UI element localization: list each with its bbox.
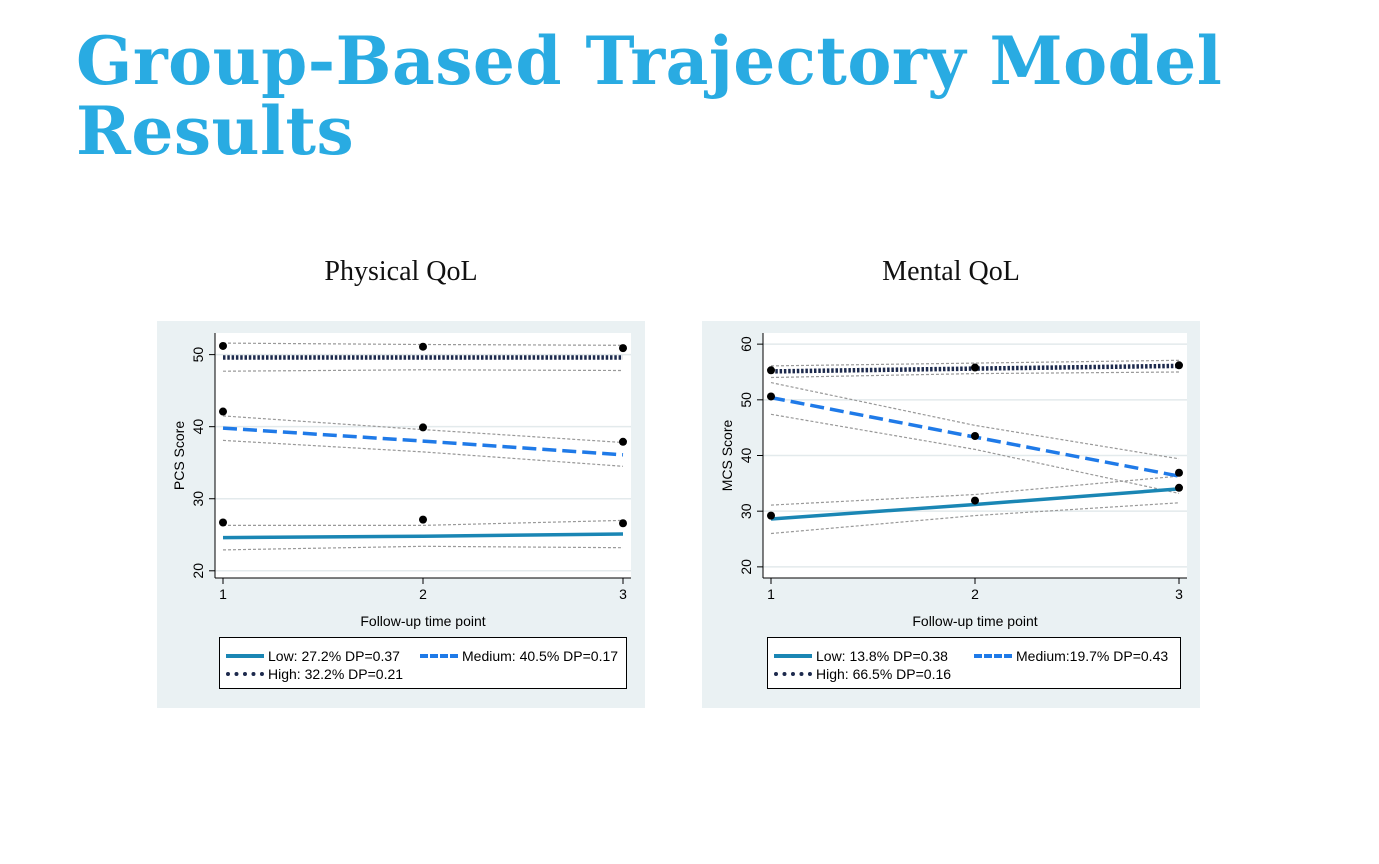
y-tick-label: 20 [190,563,206,579]
x-tick-label: 2 [419,586,427,602]
y-axis-label: MCS Score [719,420,735,492]
legend-item-low: Low: 13.8% DP=0.38 [774,648,948,664]
y-tick-label: 50 [190,347,206,363]
legend-mental: Low: 13.8% DP=0.38 Medium:19.7% DP=0.43 … [767,637,1181,689]
data-point-high [1175,361,1183,370]
y-tick-label: 40 [190,419,206,435]
x-tick-label: 1 [767,586,775,602]
data-point-high [767,366,775,375]
data-point-medium [419,423,427,432]
data-point-medium [1175,468,1183,477]
data-point-medium [219,407,227,416]
data-point-medium [971,432,979,441]
data-point-low [219,518,227,527]
data-point-low [1175,483,1183,492]
legend-swatch-high [774,672,812,676]
ci-lower-high [222,369,624,372]
ci-upper-low [770,475,1180,506]
x-tick-label: 1 [219,586,227,602]
y-axis-label: PCS Score [171,421,187,490]
y-tick-label: 50 [738,392,754,408]
ci-lower-medium [222,439,624,467]
chart-mental-qol: 20 30 40 50 60 1 2 3 Follow-up time point MCS Sco… [719,333,1187,629]
legend-item-high: High: 66.5% DP=0.16 [774,666,951,682]
data-point-low [419,515,427,524]
legend-item-medium: Medium:19.7% DP=0.43 [974,648,1168,664]
series-line-low [222,532,624,540]
x-tick-label: 3 [619,586,627,602]
x-tick-label: 2 [971,586,979,602]
legend-swatch-medium [420,654,458,658]
x-axis-label: Follow-up time point [360,613,485,629]
legend-item-medium: Medium: 40.5% DP=0.17 [420,648,618,664]
x-axis-label: Follow-up time point [912,613,1037,629]
data-point-medium [767,392,775,401]
legend-label-medium: Medium: 40.5% DP=0.17 [462,648,619,664]
data-point-high [971,363,979,372]
legend-label-medium: Medium:19.7% DP=0.43 [1016,648,1169,664]
data-point-high [219,341,227,350]
chart-physical-qol: 20 30 40 50 1 2 3 Follow-up time point PCS Score [171,333,631,629]
data-point-low [767,511,775,520]
legend-swatch-medium [974,654,1012,658]
legend-physical: Low: 27.2% DP=0.37 Medium: 40.5% DP=0.17… [219,637,627,689]
ci-lower-high [770,371,1180,379]
ci-upper-medium [770,382,1180,460]
legend-label-low: Low: 13.8% DP=0.38 [816,648,948,664]
chart-panel-mental: 20 30 40 50 60 1 2 3 Follow-up time point MCS Sco… [702,321,1200,708]
ci-upper-high [770,359,1180,367]
chart-title-mental: Mental QoL [882,256,1020,287]
legend-swatch-low [226,654,264,658]
ci-lower-low [770,502,1180,535]
x-tick-label: 3 [1175,586,1183,602]
series-line-medium [222,426,624,457]
legend-item-high: High: 32.2% DP=0.21 [226,666,403,682]
data-point-medium [619,437,627,446]
chart-panel-physical: 20 30 40 50 1 2 3 Follow-up time point PCS Score… [157,321,645,708]
data-point-high [419,342,427,351]
legend-swatch-high [226,672,264,676]
y-tick-label: 30 [190,491,206,507]
y-tick-label: 40 [738,448,754,464]
legend-label-low: Low: 27.2% DP=0.37 [268,648,400,664]
page-title: Group-Based Trajectory Model Results [76,22,1223,170]
data-point-low [619,519,627,528]
legend-swatch-low [774,654,812,658]
legend-label-high: High: 32.2% DP=0.21 [268,666,404,682]
data-point-high [619,344,627,353]
legend-label-high: High: 66.5% DP=0.16 [816,666,952,682]
y-tick-label: 60 [738,336,754,352]
ci-lower-medium [770,413,1180,494]
chart-title-physical: Physical QoL [324,256,478,287]
y-tick-label: 30 [738,503,754,519]
legend-item-low: Low: 27.2% DP=0.37 [226,648,400,664]
ci-lower-low [222,545,624,551]
data-point-low [971,496,979,505]
y-tick-label: 20 [738,559,754,575]
